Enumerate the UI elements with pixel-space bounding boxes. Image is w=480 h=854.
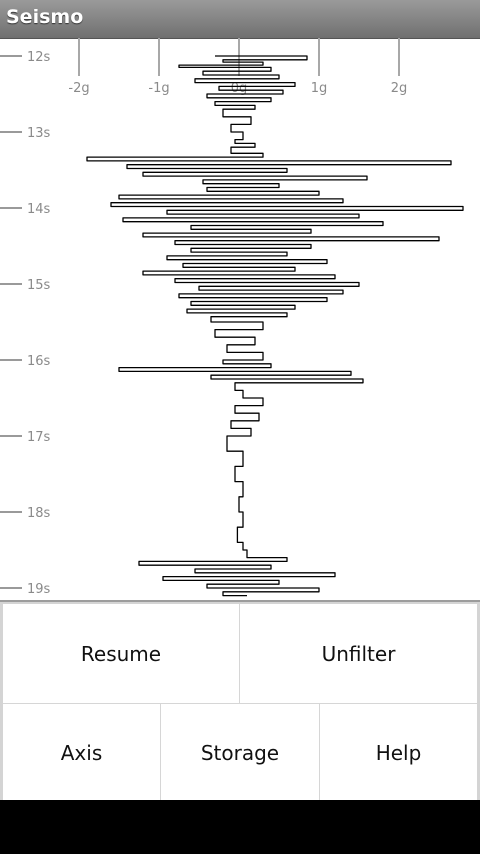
menu-divider xyxy=(319,704,320,802)
x-tick-label: 2g xyxy=(391,81,408,96)
y-axis: 12s13s14s15s16s17s18s19s20s21s xyxy=(0,50,51,597)
y-tick-label: 16s xyxy=(27,354,51,369)
app-title: Seismo xyxy=(6,6,84,28)
x-axis: -2g -1g 0g 1g 2g xyxy=(68,38,407,96)
y-tick-label: 18s xyxy=(27,506,51,521)
unfilter-label: Unfilter xyxy=(321,641,396,666)
axis-label: Axis xyxy=(60,741,103,765)
storage-label: Storage xyxy=(200,741,280,765)
menu-divider xyxy=(239,604,240,703)
y-tick-label: 19s xyxy=(27,582,51,597)
y-tick-label: 17s xyxy=(27,430,51,445)
x-tick-label: -1g xyxy=(148,81,169,96)
title-bar: Seismo xyxy=(0,0,480,39)
seismograph-plot: 12s13s14s15s16s17s18s19s20s21s -2g-1g0g1… xyxy=(0,38,464,597)
x-tick-label: 1g xyxy=(311,81,328,96)
seismic-trace xyxy=(86,55,464,597)
options-menu: Resume Unfilter Axis Storage Help xyxy=(0,600,480,802)
y-tick-label: 14s xyxy=(27,202,51,217)
x-tick-label: 0g xyxy=(231,81,248,96)
storage-button[interactable]: Storage xyxy=(161,704,319,802)
help-button[interactable]: Help xyxy=(320,704,477,802)
system-nav-bar xyxy=(0,800,480,854)
y-tick-label: 15s xyxy=(27,278,51,293)
menu-divider-horizontal xyxy=(3,703,477,704)
axis-button[interactable]: Axis xyxy=(3,704,160,802)
resume-button[interactable]: Resume xyxy=(3,604,239,703)
help-label: Help xyxy=(375,741,422,765)
y-tick-label: 12s xyxy=(27,50,51,65)
y-tick-label: 13s xyxy=(27,126,51,141)
options-menu-panel: Resume Unfilter Axis Storage Help xyxy=(3,604,477,802)
resume-label: Resume xyxy=(80,641,162,666)
unfilter-button[interactable]: Unfilter xyxy=(240,604,477,703)
x-tick-label: -2g xyxy=(68,81,89,96)
menu-divider xyxy=(160,704,161,802)
